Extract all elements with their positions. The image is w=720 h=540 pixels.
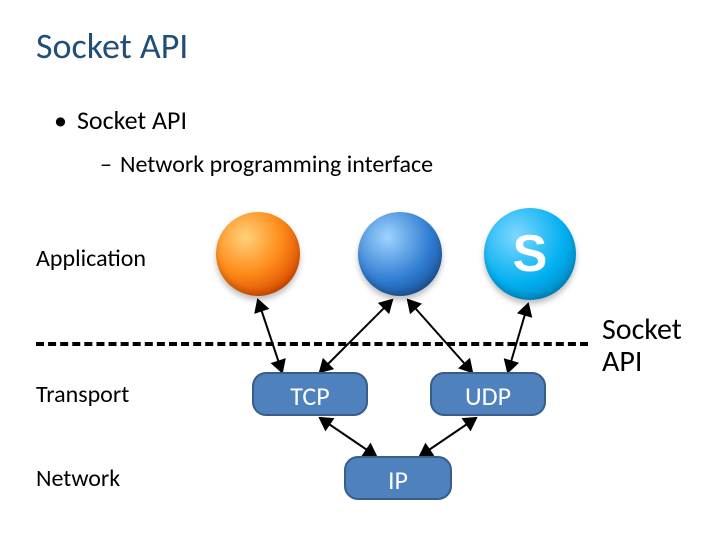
side-label-line1: Socket [602, 314, 682, 346]
skype-icon: S [484, 208, 576, 300]
ip-label: IP [388, 464, 408, 496]
tcp-node: TCP [252, 372, 368, 416]
layer-network-label: Network [36, 464, 120, 493]
thunderbird-icon [358, 212, 442, 296]
bullet-level2: Network programming interface [100, 150, 433, 179]
layer-transport-label: Transport [36, 380, 129, 409]
firefox-icon [216, 212, 300, 296]
ip-node: IP [344, 456, 452, 500]
layer-application-label: Application [36, 244, 146, 273]
socket-api-divider [36, 342, 588, 346]
udp-node: UDP [430, 372, 546, 416]
slide-title: Socket API [36, 24, 188, 68]
slide: Socket API Socket API Network programmin… [0, 0, 720, 540]
socket-api-side-label: Socket API [602, 314, 682, 377]
bullet-level1: Socket API [54, 104, 187, 136]
tcp-label: TCP [290, 380, 329, 412]
udp-label: UDP [465, 380, 511, 412]
side-label-line2: API [602, 346, 682, 378]
